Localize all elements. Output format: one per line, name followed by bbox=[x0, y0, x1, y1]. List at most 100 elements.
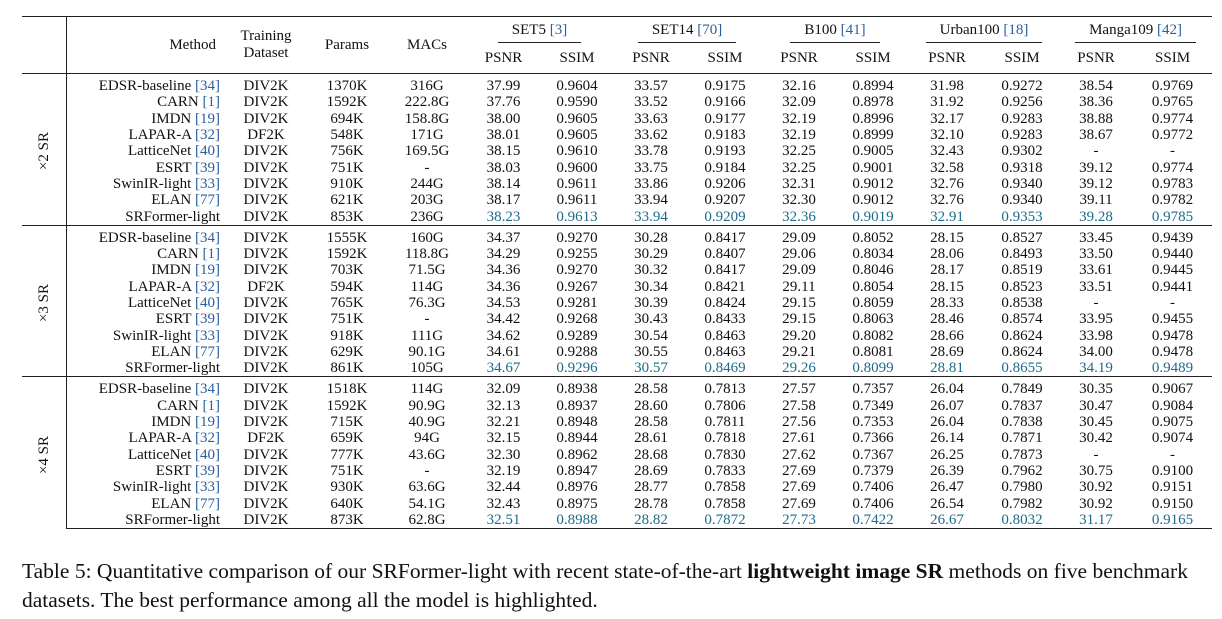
citation-link[interactable]: [34] bbox=[195, 229, 220, 246]
psnr-cell: 26.04 bbox=[930, 414, 964, 431]
citation-link[interactable]: [77] bbox=[195, 495, 220, 512]
citation-link[interactable]: [32] bbox=[195, 127, 220, 144]
dataset-header-set5: SET5 [3] bbox=[466, 16, 614, 43]
citation-link[interactable]: [77] bbox=[195, 343, 220, 360]
ssim-cell: 0.9206 bbox=[704, 175, 746, 192]
ssim-cell: 0.9288 bbox=[556, 343, 598, 360]
ssim-cell: 0.8433 bbox=[704, 311, 746, 328]
dataset-ref[interactable]: [41] bbox=[840, 22, 866, 38]
macs-cell: 40.9G bbox=[408, 414, 446, 431]
method-name: CARN bbox=[157, 94, 199, 111]
psnr-cell: 33.50 bbox=[1079, 246, 1113, 263]
ssim-cell: 0.9340 bbox=[1001, 175, 1043, 192]
dataset-cell: DF2K bbox=[247, 278, 285, 295]
psnr-cell: 37.76 bbox=[486, 94, 521, 111]
psnr-cell: 30.55 bbox=[634, 343, 668, 360]
psnr-cell: 29.15 bbox=[782, 311, 816, 328]
citation-link[interactable]: [40] bbox=[195, 446, 220, 463]
ssim-cell: 0.8994 bbox=[837, 73, 910, 95]
params-cell: 1592K bbox=[326, 246, 368, 263]
ssim-cell: 0.9100 bbox=[1151, 462, 1194, 479]
ssim-cell: 0.9478 bbox=[1151, 327, 1194, 344]
psnr-cell: 27.57 bbox=[761, 376, 838, 398]
params-cell: 1592K bbox=[326, 397, 368, 414]
citation-link[interactable]: [32] bbox=[195, 430, 220, 447]
ssim-cell: 0.8052 bbox=[837, 224, 910, 246]
psnr-cell: - bbox=[1093, 143, 1099, 160]
ssim-cell: 0.8999 bbox=[852, 127, 894, 144]
psnr-cell: 30.39 bbox=[634, 295, 668, 311]
ssim-cell: - bbox=[1170, 143, 1176, 160]
table-row: SwinIR-light [33] DIV2K 930K 63.6G 32.44 0.89… bbox=[22, 479, 1212, 495]
ssim-cell: 0.8519 bbox=[1001, 262, 1043, 279]
ssim-cell: 0.8469 bbox=[704, 360, 746, 377]
psnr-cell: 28.78 bbox=[634, 495, 668, 512]
dataset-ref[interactable]: [42] bbox=[1157, 22, 1182, 38]
psnr-cell: - bbox=[1093, 446, 1099, 463]
ssim-cell: 0.9256 bbox=[1001, 94, 1043, 111]
psnr-cell: 38.36 bbox=[1079, 94, 1113, 111]
citation-link[interactable]: [1] bbox=[202, 397, 221, 414]
citation-link[interactable]: [19] bbox=[195, 414, 220, 431]
psnr-cell: 37.99 bbox=[466, 73, 541, 95]
ssim-header: SSIM bbox=[1004, 49, 1040, 66]
psnr-cell: 30.75 bbox=[1079, 462, 1113, 479]
psnr-cell: 32.91 bbox=[930, 208, 964, 225]
citation-link[interactable]: [39] bbox=[195, 311, 220, 328]
method-cell: ELAN [77] bbox=[66, 495, 226, 512]
dataset-ref[interactable]: [18] bbox=[1003, 22, 1029, 38]
psnr-cell: 26.14 bbox=[930, 430, 964, 447]
ssim-cell: 0.9289 bbox=[556, 327, 598, 344]
ssim-cell: 0.9445 bbox=[1151, 262, 1194, 279]
psnr-cell: 30.28 bbox=[613, 224, 690, 246]
dataset-cell: DIV2K bbox=[226, 511, 306, 530]
citation-link[interactable]: [39] bbox=[195, 159, 220, 176]
citation-link[interactable]: [1] bbox=[202, 94, 221, 111]
dataset-cell: DIV2K bbox=[243, 327, 289, 344]
params-cell: 1370K bbox=[306, 73, 388, 95]
citation-link[interactable]: [34] bbox=[195, 78, 220, 95]
citation-link[interactable]: [19] bbox=[195, 262, 220, 279]
citation-link[interactable]: [40] bbox=[195, 295, 220, 311]
citation-link[interactable]: [33] bbox=[195, 175, 220, 192]
ssim-cell: 0.9785 bbox=[1151, 208, 1194, 225]
dataset-ref[interactable]: [70] bbox=[697, 22, 723, 38]
ssim-cell: 0.7353 bbox=[852, 414, 894, 431]
dataset-cell: DIV2K bbox=[243, 175, 289, 192]
ssim-cell: 0.9611 bbox=[556, 192, 598, 209]
psnr-cell: 29.09 bbox=[782, 262, 816, 279]
citation-link[interactable]: [33] bbox=[195, 327, 220, 344]
ssim-cell: 0.7830 bbox=[704, 446, 746, 463]
citation-link[interactable]: [77] bbox=[195, 192, 220, 209]
ssim-header: SSIM bbox=[855, 49, 891, 66]
ssim-header: SSIM bbox=[559, 49, 595, 66]
psnr-cell: 31.17 bbox=[1059, 511, 1134, 530]
citation-link[interactable]: [34] bbox=[195, 381, 220, 398]
ssim-cell: 0.7871 bbox=[1001, 430, 1043, 447]
psnr-cell: 32.09 bbox=[466, 376, 541, 398]
psnr-cell: 27.69 bbox=[782, 495, 816, 512]
method-name: ELAN bbox=[151, 192, 192, 209]
psnr-cell: 27.62 bbox=[782, 446, 816, 463]
psnr-cell: 38.67 bbox=[1079, 127, 1113, 144]
citation-link[interactable]: [40] bbox=[195, 143, 220, 160]
ssim-cell: 0.7379 bbox=[852, 462, 894, 479]
method-cell: LatticeNet [40] bbox=[66, 447, 226, 463]
citation-link[interactable]: [1] bbox=[202, 246, 221, 263]
method-name: SRFormer-light bbox=[125, 208, 220, 225]
table-caption: Table 5: Quantitative comparison of our … bbox=[22, 557, 1217, 615]
psnr-cell: 33.98 bbox=[1079, 327, 1113, 344]
citation-link[interactable]: [32] bbox=[195, 278, 220, 295]
citation-link[interactable]: [19] bbox=[195, 110, 220, 127]
psnr-cell: 38.00 bbox=[486, 110, 521, 127]
ssim-cell: 0.7838 bbox=[1001, 414, 1043, 431]
citation-link[interactable]: [33] bbox=[195, 479, 220, 496]
psnr-cell: 32.09 bbox=[782, 94, 816, 111]
method-header: Method bbox=[66, 16, 226, 74]
psnr-cell: 38.03 bbox=[486, 159, 521, 176]
ssim-cell: 0.9774 bbox=[1151, 110, 1194, 127]
method-name: IMDN bbox=[151, 414, 192, 431]
dataset-ref[interactable]: [3] bbox=[549, 22, 568, 38]
caption-bold: lightweight image SR bbox=[747, 559, 944, 583]
citation-link[interactable]: [39] bbox=[195, 462, 220, 479]
